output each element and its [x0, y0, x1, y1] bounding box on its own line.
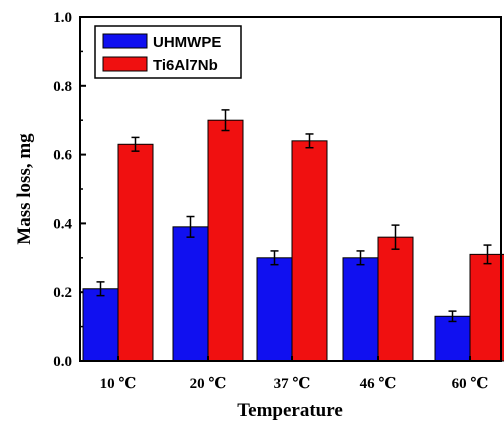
y-tick-label: 0.4 — [53, 216, 72, 232]
bar-uhmwpe-0 — [82, 288, 119, 362]
x-tick-label: 10 ℃ — [100, 376, 137, 392]
x-axis-ticks: 10 ℃ 20 ℃ 37 ℃ 46 ℃ 60 ℃ — [100, 356, 489, 392]
x-tick-label: 60 ℃ — [452, 376, 489, 392]
legend-swatch-uhmwpe — [102, 33, 148, 49]
bar-ti6al7nb-4 — [469, 253, 504, 362]
legend-label-ti6al7nb: Ti6Al7Nb — [153, 57, 218, 74]
y-axis-ticks: 0.0 0.2 0.4 0.6 0.8 1.0 — [53, 10, 86, 370]
bar-uhmwpe-2 — [256, 257, 293, 362]
x-tick-label: 20 ℃ — [190, 376, 227, 392]
x-tick-label: 46 ℃ — [360, 376, 397, 392]
bar-ti6al7nb-3 — [377, 236, 414, 362]
bar-uhmwpe-3 — [342, 257, 379, 362]
bar-ti6al7nb-1 — [207, 119, 244, 362]
bar-ti6al7nb-0 — [117, 143, 154, 362]
x-axis-title: Temperature — [237, 400, 343, 421]
y-tick-label: 0.0 — [53, 354, 72, 370]
plot-frame — [79, 16, 502, 362]
legend-swatch-ti6al7nb — [102, 56, 148, 72]
legend-label-uhmwpe: UHMWPE — [153, 34, 221, 51]
y-axis-title: Mass loss, mg — [14, 133, 35, 245]
bar-ti6al7nb-2 — [291, 140, 328, 362]
bar-uhmwpe-1 — [172, 226, 209, 362]
bars-group — [82, 109, 504, 362]
y-tick-label: 0.8 — [53, 79, 72, 95]
y-tick-label: 1.0 — [53, 10, 72, 26]
x-tick-label: 37 ℃ — [274, 376, 311, 392]
bar-uhmwpe-4 — [434, 315, 471, 362]
y-tick-label: 0.6 — [53, 148, 72, 164]
legend: UHMWPE Ti6Al7Nb — [94, 25, 242, 79]
y-tick-label: 0.2 — [53, 285, 72, 301]
